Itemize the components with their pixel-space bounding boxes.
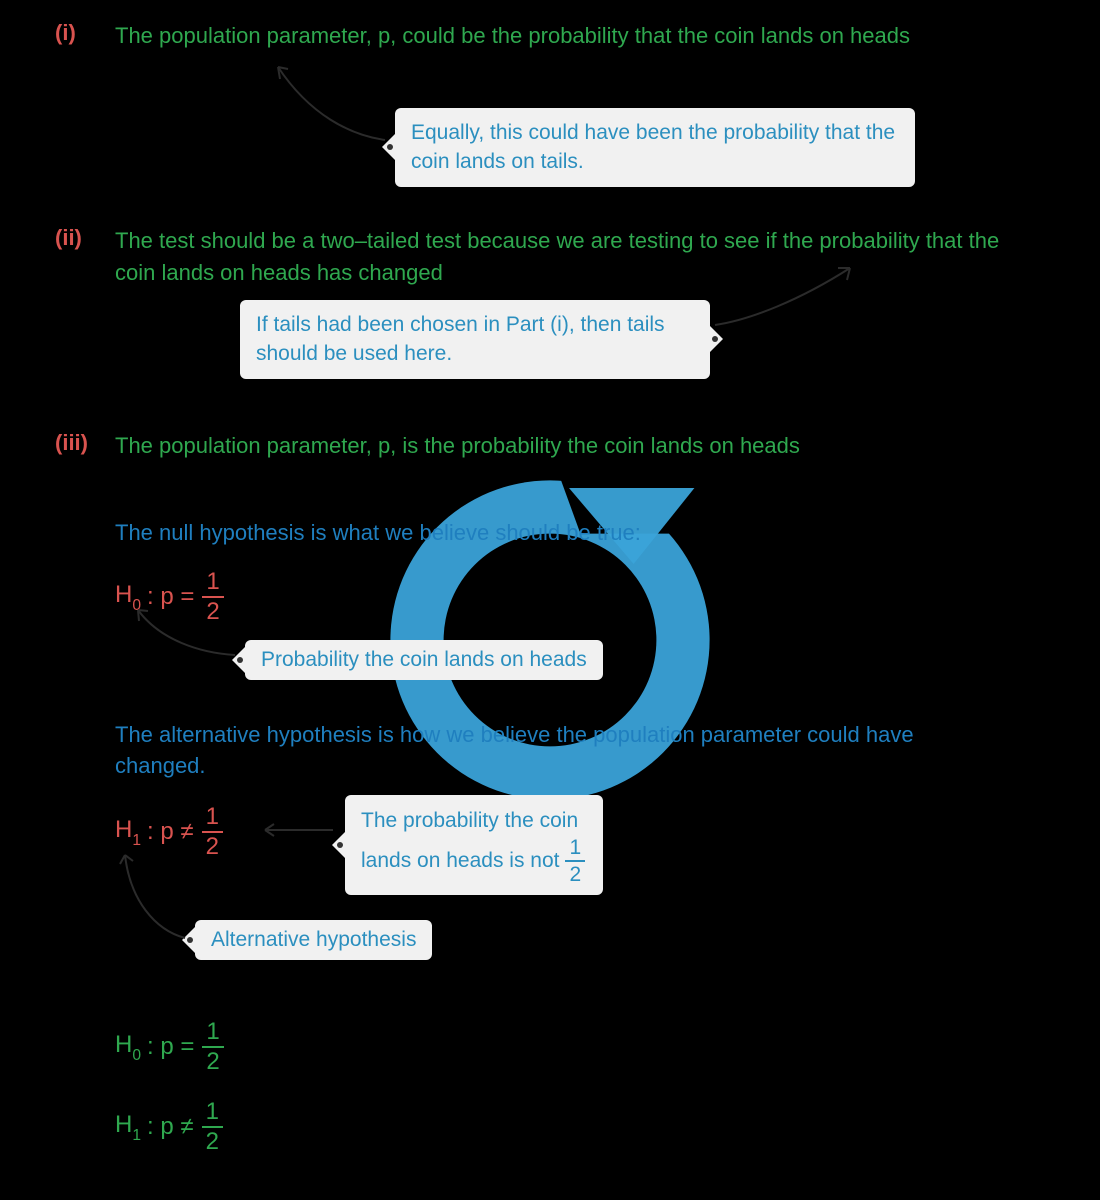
- part-iii-numeral: (iii): [55, 430, 88, 456]
- part-i-text: The population parameter, p, could be th…: [115, 20, 975, 52]
- h1-callout-l2a: lands on heads is not: [361, 845, 559, 877]
- final-h1-sub: 1: [132, 1127, 141, 1144]
- h0-num: 1: [202, 570, 223, 598]
- part-iii-text: The population parameter, p, is the prob…: [115, 430, 995, 462]
- h1-callout-alt-text: Alternative hypothesis: [211, 928, 416, 951]
- h0-sub: 0: [132, 597, 141, 614]
- h0-body: : p =: [147, 583, 194, 611]
- alt-intro: The alternative hypothesis is how we bel…: [115, 720, 915, 782]
- part-ii-numeral: (ii): [55, 225, 82, 251]
- h1-sub: 1: [132, 832, 141, 849]
- h1-den: 2: [202, 833, 223, 859]
- h0-callout: Probability the coin lands on heads: [245, 640, 603, 680]
- h1-callout-l1: The probability the coin: [361, 805, 587, 837]
- final-h1-num: 1: [202, 1100, 223, 1128]
- final-h0-num: 1: [202, 1020, 223, 1048]
- part-ii-callout: If tails had been chosen in Part (i), th…: [240, 300, 710, 379]
- final-h1-body: : p ≠: [147, 1113, 194, 1141]
- h1-num: 1: [202, 805, 223, 833]
- h1-formula: H1 : p ≠ 12: [115, 805, 225, 859]
- part-ii-text: The test should be a two–tailed test bec…: [115, 225, 1035, 289]
- part-i-numeral: (i): [55, 20, 76, 46]
- part-ii-callout-text: If tails had been chosen in Part (i), th…: [256, 313, 665, 365]
- h0-callout-text: Probability the coin lands on heads: [261, 648, 587, 671]
- final-h1-den: 2: [202, 1128, 223, 1154]
- final-h0-H: H: [115, 1031, 132, 1058]
- h1-callout-alt: Alternative hypothesis: [195, 920, 432, 960]
- h1-callout-main: The probability the coin lands on heads …: [345, 795, 603, 895]
- h0-formula: H0 : p = 12: [115, 570, 226, 624]
- arrow-i: [260, 55, 400, 155]
- h1-callout-den: 2: [565, 862, 585, 885]
- h0-den: 2: [202, 598, 223, 624]
- final-h0: H0 : p = 12: [115, 1020, 226, 1074]
- part-i-callout-text: Equally, this could have been the probab…: [411, 121, 895, 173]
- part-i-callout: Equally, this could have been the probab…: [395, 108, 915, 187]
- h1-callout-num: 1: [565, 837, 585, 862]
- h0-H: H: [115, 581, 132, 608]
- final-h0-sub: 0: [132, 1047, 141, 1064]
- final-h1-H: H: [115, 1111, 132, 1138]
- final-h1: H1 : p ≠ 12: [115, 1100, 225, 1154]
- null-intro: The null hypothesis is what we believe s…: [115, 520, 995, 546]
- h1-body: : p ≠: [147, 818, 194, 846]
- h1-H: H: [115, 816, 132, 843]
- final-h0-body: : p =: [147, 1033, 194, 1061]
- final-h0-den: 2: [202, 1048, 223, 1074]
